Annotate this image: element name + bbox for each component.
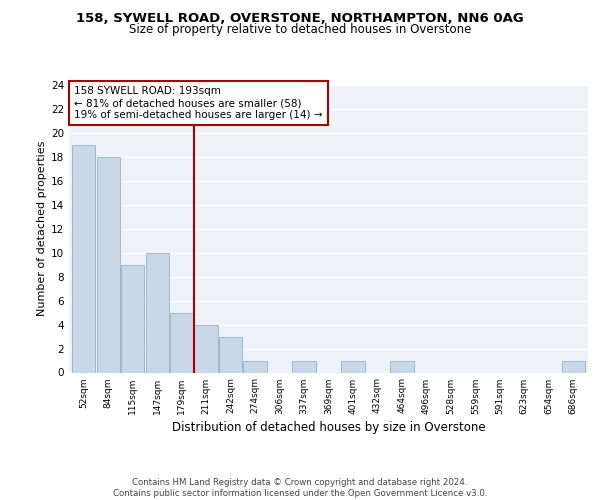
Bar bbox=[562, 360, 585, 372]
Bar bbox=[219, 336, 242, 372]
Text: Contains HM Land Registry data © Crown copyright and database right 2024.
Contai: Contains HM Land Registry data © Crown c… bbox=[113, 478, 487, 498]
Bar bbox=[244, 360, 266, 372]
Bar bbox=[97, 157, 120, 372]
Text: Size of property relative to detached houses in Overstone: Size of property relative to detached ho… bbox=[129, 22, 471, 36]
Bar bbox=[292, 360, 316, 372]
Bar bbox=[194, 324, 218, 372]
Text: 158, SYWELL ROAD, OVERSTONE, NORTHAMPTON, NN6 0AG: 158, SYWELL ROAD, OVERSTONE, NORTHAMPTON… bbox=[76, 12, 524, 26]
Y-axis label: Number of detached properties: Number of detached properties bbox=[37, 141, 47, 316]
Bar bbox=[391, 360, 413, 372]
X-axis label: Distribution of detached houses by size in Overstone: Distribution of detached houses by size … bbox=[172, 420, 485, 434]
Bar bbox=[341, 360, 365, 372]
Bar bbox=[121, 264, 144, 372]
Text: 158 SYWELL ROAD: 193sqm
← 81% of detached houses are smaller (58)
19% of semi-de: 158 SYWELL ROAD: 193sqm ← 81% of detache… bbox=[74, 86, 323, 120]
Bar bbox=[72, 145, 95, 372]
Bar bbox=[146, 252, 169, 372]
Bar bbox=[170, 312, 193, 372]
